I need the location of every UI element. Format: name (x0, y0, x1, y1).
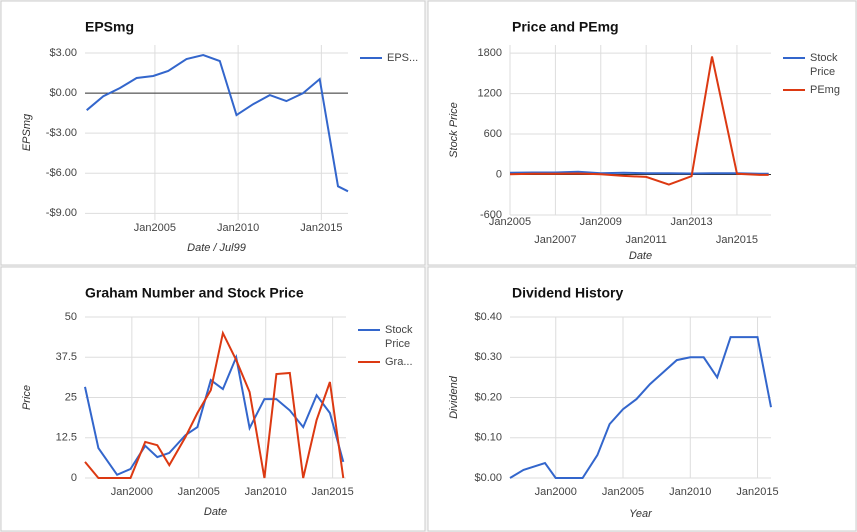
legend-label-line: Stock (810, 52, 841, 64)
y-tick-label: 600 (484, 128, 502, 140)
chart-title: Price and PEmg (512, 19, 619, 35)
x-tick-label: Jan2005 (134, 222, 176, 234)
x-tick-label: Jan2010 (669, 486, 711, 498)
y-tick-label: -$3.00 (46, 127, 77, 139)
series-line (509, 336, 772, 479)
y-tick-label: 50 (65, 311, 77, 323)
chart-title: Dividend History (512, 285, 623, 301)
y-tick-label: 0 (496, 168, 502, 180)
series-line (86, 53, 349, 193)
series-line (84, 353, 345, 477)
y-tick-label: -$6.00 (46, 167, 77, 179)
y-tick-label: 0 (71, 472, 77, 484)
y-tick-label: 37.5 (56, 351, 77, 363)
y-axis-title: EPSmg (21, 113, 33, 151)
y-tick-label: $0.40 (474, 311, 502, 323)
y-tick-label: $3.00 (49, 47, 77, 59)
x-tick-label: Jan2007 (534, 234, 576, 246)
legend-label: Gra... (385, 356, 413, 368)
y-tick-label: 25 (65, 391, 77, 403)
x-tick-label: Jan2015 (300, 222, 342, 234)
y-tick-label: -600 (480, 209, 502, 221)
chart-title: Graham Number and Stock Price (85, 285, 304, 301)
x-tick-label: Jan2010 (217, 222, 259, 234)
x-axis-title: Date (629, 250, 652, 262)
x-tick-label: Jan2009 (580, 216, 622, 228)
legend-label: PEmg (810, 84, 840, 96)
y-axis-title: Dividend (448, 375, 460, 419)
legend-label: EPS... (387, 52, 418, 64)
x-tick-label: Jan2010 (245, 486, 287, 498)
y-tick-label: -$9.00 (46, 207, 77, 219)
y-tick-label: $0.00 (49, 87, 77, 99)
x-tick-label: Jan2015 (736, 486, 778, 498)
x-tick-label: Jan2005 (602, 486, 644, 498)
panel (427, 266, 857, 532)
x-tick-label: Jan2000 (535, 486, 577, 498)
legend-label: Stock Price (810, 52, 841, 78)
legend-label-line: Stock (385, 324, 416, 336)
x-tick-label: Jan2015 (312, 486, 354, 498)
x-tick-label: Jan2013 (670, 216, 712, 228)
y-axis-title: Price (21, 385, 33, 410)
y-tick-label: $0.10 (474, 432, 502, 444)
x-tick-label: Jan2000 (111, 486, 153, 498)
legend-label-line: Price (385, 338, 410, 350)
x-tick-label: Jan2011 (625, 234, 666, 246)
x-tick-label: Jan2005 (178, 486, 220, 498)
y-tick-label: 1200 (478, 87, 502, 99)
series-line (84, 330, 345, 479)
y-tick-label: 1800 (478, 47, 502, 59)
y-tick-label: $0.30 (474, 351, 502, 363)
y-tick-label: $0.00 (474, 472, 502, 484)
legend-label: Stock Price (385, 324, 416, 350)
x-axis-title: Year (629, 508, 653, 520)
series-line (509, 56, 769, 186)
x-axis-title: Date / Jul99 (187, 242, 246, 254)
y-axis-title: Stock Price (448, 102, 460, 158)
x-axis-title: Date (204, 506, 227, 518)
chart-title: EPSmg (85, 19, 134, 35)
y-tick-label: $0.20 (474, 391, 502, 403)
legend-label-line: Price (810, 66, 835, 78)
y-tick-label: 12.5 (56, 432, 77, 444)
panel (427, 0, 857, 266)
x-tick-label: Jan2005 (489, 216, 531, 228)
x-tick-label: Jan2015 (716, 234, 758, 246)
panel (0, 266, 426, 532)
